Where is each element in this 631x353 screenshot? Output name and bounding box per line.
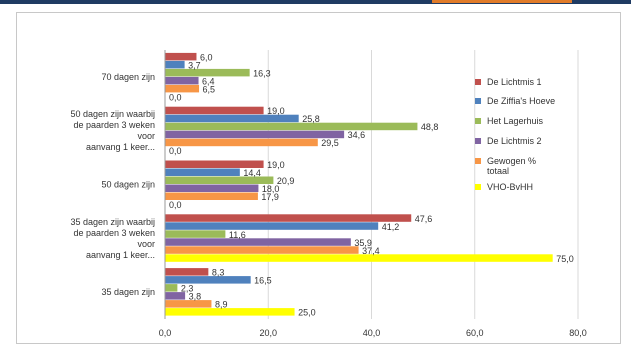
data-label: 2,3	[181, 284, 194, 294]
legend-swatch	[475, 118, 481, 124]
data-labels: 6,03,7 16,3 6,46,5 0,0 19,0 25,8 48,8 34,6 29,5 0…	[169, 52, 574, 317]
data-label: 34,6	[348, 130, 366, 140]
data-label: 47,6	[415, 214, 433, 224]
data-label: 6,5	[203, 84, 216, 94]
top-bar-accent	[432, 0, 572, 3]
data-label: 75,0	[556, 254, 574, 264]
bar	[165, 68, 250, 77]
category-label: 50 dagen zijn waarbij de paarden 3 weken v…	[70, 109, 155, 152]
x-tick-label: 80,0	[569, 328, 587, 338]
legend-swatch	[475, 158, 481, 164]
bar	[165, 184, 259, 192]
bar	[165, 106, 264, 115]
data-label: 16,3	[253, 68, 271, 78]
data-label: 8,3	[212, 268, 225, 278]
data-label: 41,2	[382, 222, 400, 232]
legend: De Lichtmis 1 De Ziffia's Hoeve Het Lagerh…	[475, 77, 555, 192]
legend-swatch	[475, 98, 481, 104]
bar	[165, 284, 178, 292]
bar	[165, 138, 318, 147]
bar	[165, 214, 412, 222]
data-label: 29,5	[321, 138, 339, 148]
legend-entry: Het Lagerhuis	[487, 116, 544, 126]
bar	[165, 176, 274, 184]
x-tick-labels: 0,0 20,0 40,0 60,0 80,0	[159, 328, 587, 338]
bar	[165, 160, 264, 168]
data-label: 17,9	[261, 192, 279, 202]
x-tick-label: 20,0	[259, 328, 277, 338]
top-bar	[0, 0, 631, 4]
legend-entry: De Lichtmis 1	[487, 77, 542, 87]
data-label: 0,0	[169, 92, 182, 102]
bar	[165, 238, 351, 246]
data-label: 19,0	[267, 160, 285, 170]
category-labels: 70 dagen zijn 50 dagen zijn waarbij de paa…	[70, 72, 155, 297]
data-label: 25,8	[302, 114, 320, 124]
bar	[165, 76, 199, 85]
data-label: 18,0	[262, 184, 280, 194]
data-label: 3,7	[188, 60, 201, 70]
bar	[165, 308, 295, 316]
bar	[165, 60, 185, 69]
x-tick-label: 60,0	[466, 328, 484, 338]
bar	[165, 122, 418, 131]
bar	[165, 192, 258, 200]
bar	[165, 222, 379, 230]
bar	[165, 52, 197, 61]
data-label: 37,4	[362, 246, 380, 256]
legend-entry: Gewogen % totaal	[487, 156, 536, 176]
bar	[165, 268, 209, 276]
data-label: 6,4	[202, 76, 215, 86]
bar	[165, 300, 212, 308]
bars	[165, 52, 553, 316]
data-label: 11,6	[229, 230, 246, 240]
data-label: 19,0	[267, 106, 285, 116]
bar	[165, 168, 240, 176]
category-label: 70 dagen zijn	[101, 72, 155, 82]
data-label: 35,9	[354, 238, 372, 248]
data-label: 3,8	[189, 292, 202, 302]
legend-swatch	[475, 184, 481, 190]
legend-entry: VHO-BvHH	[487, 182, 533, 192]
data-label: 20,9	[277, 176, 295, 186]
data-label: 8,9	[215, 300, 228, 310]
legend-swatch	[475, 138, 481, 144]
data-label: 25,0	[298, 308, 316, 318]
bar	[165, 84, 200, 93]
legend-entry: De Ziffia's Hoeve	[487, 96, 555, 106]
x-tick-label: 0,0	[159, 328, 172, 338]
bar	[165, 130, 345, 139]
bar	[165, 246, 359, 254]
data-label: 14,4	[243, 168, 261, 178]
data-label: 48,8	[421, 122, 439, 132]
bar	[165, 230, 226, 238]
bar	[165, 276, 251, 284]
category-label: 35 dagen zijn	[101, 287, 155, 297]
category-label: 35 dagen zijn waarbij de paarden 3 weken v…	[70, 217, 155, 260]
bar	[165, 254, 553, 262]
x-tick-label: 40,0	[363, 328, 381, 338]
data-label: 0,0	[169, 200, 182, 210]
legend-entry: De Lichtmis 2	[487, 136, 542, 146]
chart-frame	[16, 12, 621, 344]
category-label: 50 dagen zijn	[101, 180, 155, 190]
legend-swatch	[475, 79, 481, 85]
gridlines	[164, 50, 579, 319]
bar	[165, 114, 299, 123]
data-label: 0,0	[169, 146, 182, 156]
data-label: 6,0	[200, 52, 213, 62]
bar	[165, 292, 186, 300]
data-label: 16,5	[254, 276, 272, 286]
